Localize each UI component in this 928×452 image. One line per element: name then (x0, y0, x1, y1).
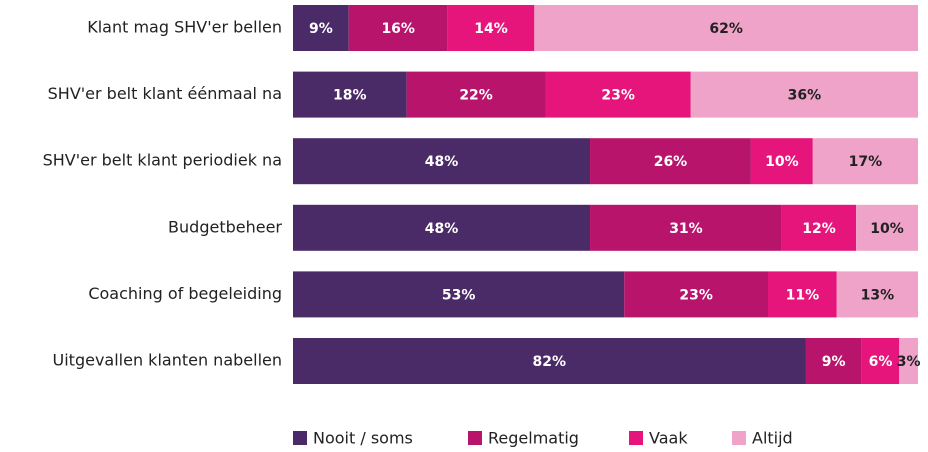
bar-segment (768, 271, 837, 318)
legend-label: Regelmatig (488, 429, 579, 448)
legend-swatch (629, 431, 643, 445)
value-label: 17% (849, 154, 883, 170)
value-label: 82% (532, 354, 566, 370)
legend-label: Nooit / soms (313, 429, 413, 448)
value-label: 6% (869, 354, 893, 370)
value-label: 9% (309, 21, 333, 37)
value-label: 22% (459, 88, 493, 104)
bar-segment (293, 5, 349, 51)
category-label: Uitgevallen klanten nabellen (53, 351, 282, 370)
bar-segment (590, 138, 751, 185)
value-label: 14% (474, 21, 508, 37)
category-label: Budgetbeheer (168, 217, 282, 236)
value-label: 13% (861, 287, 895, 303)
bar-segment (750, 138, 813, 185)
bar-segment (836, 271, 918, 318)
category-label: Coaching of begeleiding (88, 284, 282, 303)
bar-segment (293, 71, 407, 118)
value-label: 16% (381, 21, 415, 37)
value-label: 12% (802, 221, 836, 237)
legend-label: Vaak (649, 429, 688, 448)
bar-segment (690, 71, 918, 118)
value-label: 18% (333, 88, 367, 104)
value-label: 36% (788, 88, 822, 104)
value-label: 9% (822, 354, 846, 370)
bar-segment (534, 5, 918, 51)
legend-label: Altijd (752, 429, 793, 448)
legend-swatch (732, 431, 746, 445)
bar-segment (293, 271, 625, 318)
bar-segment (812, 138, 918, 185)
value-label: 11% (786, 287, 820, 303)
value-label: 3% (897, 354, 921, 370)
bar-segment (899, 338, 918, 384)
value-label: 62% (709, 21, 743, 37)
bar-segment (293, 204, 591, 251)
legend-swatch (293, 431, 307, 445)
value-label: 23% (601, 88, 635, 104)
bar-segment (781, 204, 857, 251)
value-label: 48% (425, 154, 459, 170)
bar-segment (861, 338, 900, 384)
value-label: 10% (870, 221, 904, 237)
value-label: 26% (654, 154, 688, 170)
bar-segment (406, 71, 546, 118)
category-label: SHV'er belt klant periodiek na (43, 151, 282, 170)
value-label: 48% (425, 221, 459, 237)
bar-segment (590, 204, 782, 251)
legend-swatch (468, 431, 482, 445)
bar-segment (856, 204, 918, 251)
value-label: 10% (765, 154, 799, 170)
value-label: 53% (442, 287, 476, 303)
bar-segment (624, 271, 768, 318)
bar-segment (545, 71, 691, 118)
bar-segment (293, 338, 806, 384)
bar-segment (447, 5, 535, 51)
bar-segment (805, 338, 862, 384)
category-label: SHV'er belt klant éénmaal na (48, 84, 282, 103)
bar-segment (293, 138, 591, 185)
category-label: Klant mag SHV'er bellen (87, 18, 282, 37)
value-label: 31% (669, 221, 703, 237)
bar-segment (348, 5, 448, 51)
value-label: 23% (679, 287, 713, 303)
